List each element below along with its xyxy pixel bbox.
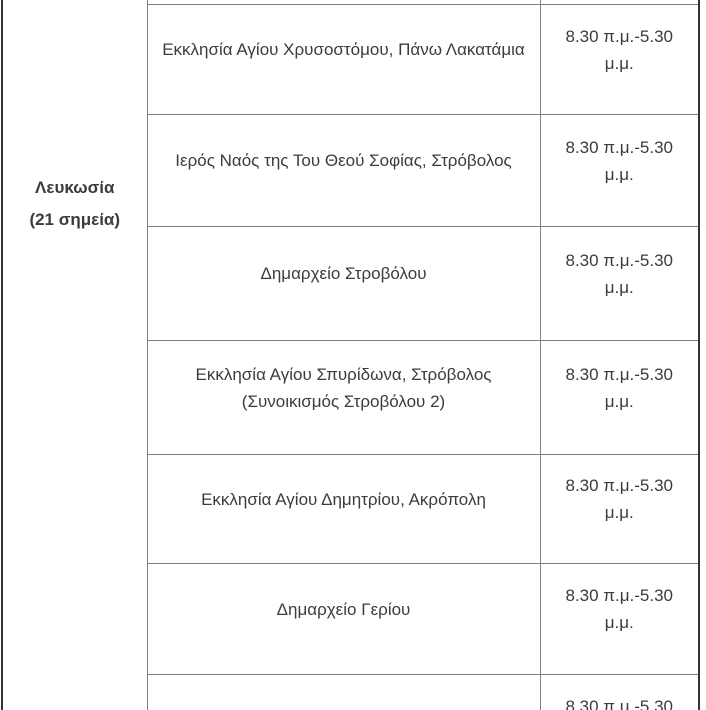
hours-cell: 8.30 π.μ.-5.30 μ.μ. xyxy=(539,340,700,455)
table-row: Εκκλησία Αγίου Δημητρίου, Ακρόπολη 8.30 … xyxy=(2,454,700,564)
location-cell: Εκκλησία Αγίου Σπυρίδωνα, Στρόβολος (Συν… xyxy=(146,340,541,455)
table-row: Εκκλησία Αγίου Σπυρίδωνα, Στρόβολος (Συν… xyxy=(2,340,700,455)
table-row: Εκκλησία Αγίου Χρυσοστόμου, Πάνω Λακατάμ… xyxy=(2,4,700,115)
table-row: Ιερός Ναός της Του Θεού Σοφίας, Στρόβολο… xyxy=(2,114,700,227)
region-points-count: (21 σημεία) xyxy=(29,210,121,229)
hours-cell: 8.30 π.μ.-5.30 μ.μ. xyxy=(539,454,700,564)
location-cell: Ιερός Ναός της Του Θεού Σοφίας, Στρόβολο… xyxy=(146,114,541,227)
location-cell: Ιερός Ναός Αγίου Γεωργίου, Δευτερά xyxy=(146,674,541,710)
region-name: Λευκωσία xyxy=(35,178,115,197)
location-cell: Δημαρχείο Γερίου xyxy=(146,563,541,675)
hours-cell: 8.30 π.μ.-5.30 μ.μ. xyxy=(539,226,700,341)
hours-cell: 8.30 π.μ.-5.30 μ.μ. xyxy=(539,674,700,710)
hours-cell: 8.30 π.μ.-5.30 μ.μ. xyxy=(539,4,700,115)
location-cell: Εκκλησία Αγίου Δημητρίου, Ακρόπολη xyxy=(146,454,541,564)
table-row: Δημαρχείο Γερίου 8.30 π.μ.-5.30 μ.μ. xyxy=(2,563,700,675)
hours-cell: 8.30 π.μ.-5.30 μ.μ. xyxy=(539,114,700,227)
location-cell: Εκκλησία Αγίου Χρυσοστόμου, Πάνω Λακατάμ… xyxy=(146,4,541,115)
location-cell: Δημαρχείο Στροβόλου xyxy=(146,226,541,341)
table-row: Ιερός Ναός Αγίου Γεωργίου, Δευτερά 8.30 … xyxy=(2,674,700,710)
region-cell: Λευκωσία (21 σημεία) xyxy=(1,0,148,710)
hours-cell: 8.30 π.μ.-5.30 μ.μ. xyxy=(539,563,700,675)
